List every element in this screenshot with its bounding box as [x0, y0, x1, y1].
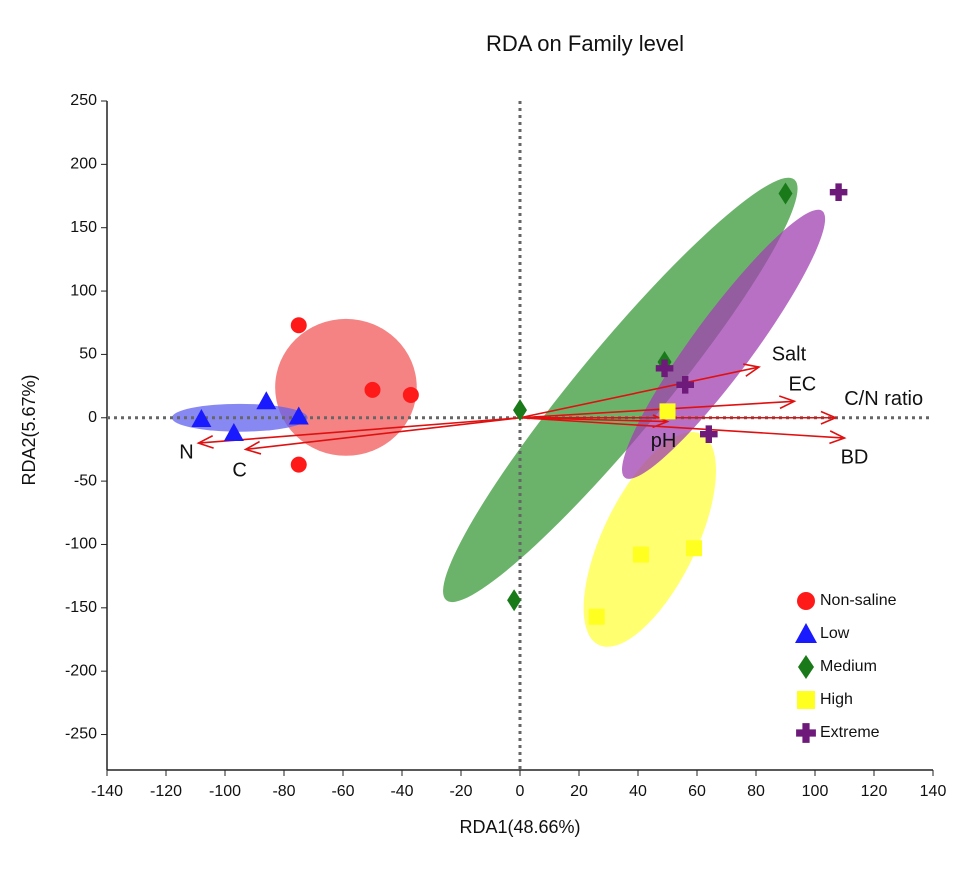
point: [700, 425, 718, 444]
point: [778, 182, 793, 205]
legend-marker: [798, 655, 814, 679]
vector-head: [243, 440, 262, 455]
point: [256, 391, 277, 410]
vector-label: EC: [788, 374, 816, 396]
point: [223, 422, 244, 441]
point: [686, 540, 703, 557]
confidence-ellipse: [443, 177, 798, 603]
x-tick-label: 0: [516, 783, 525, 800]
x-axis-label: RDA1(48.66%): [459, 817, 580, 837]
x-tick-label: 100: [802, 783, 829, 800]
vector-label: pH: [651, 430, 677, 452]
vector-head: [829, 430, 847, 445]
vector-head: [778, 395, 797, 410]
x-tick-label: -80: [272, 783, 295, 800]
vector-head: [820, 410, 838, 425]
x-tick-label: 80: [747, 783, 765, 800]
point: [632, 546, 649, 563]
point: [290, 456, 307, 473]
vector-label: C: [232, 460, 246, 482]
y-tick-label: -250: [65, 726, 97, 743]
vector-head: [652, 414, 670, 429]
vector-label: Salt: [772, 343, 807, 365]
point: [364, 381, 381, 398]
x-tick-label: -140: [91, 783, 123, 800]
y-axis-label: RDA2(5.67%): [19, 374, 39, 485]
vector: [519, 400, 795, 419]
y-tick-label: -150: [65, 599, 97, 616]
y-tick-label: 250: [70, 92, 97, 109]
vector-label: BD: [841, 446, 869, 468]
x-tick-label: 20: [570, 783, 588, 800]
vector-label: N: [179, 441, 193, 463]
point: [507, 589, 522, 612]
point: [655, 359, 674, 378]
legend-label: Extreme: [820, 724, 880, 741]
ellipse-layer: [171, 177, 826, 647]
vector-head: [743, 363, 761, 377]
legend-label: Medium: [820, 658, 877, 675]
vector: [519, 416, 668, 423]
legend-marker: [795, 623, 817, 643]
x-tick-label: 60: [688, 783, 706, 800]
chart-title: RDA on Family level: [486, 31, 684, 56]
x-tick-label: 40: [629, 783, 647, 800]
point: [290, 317, 307, 334]
legend-label: Low: [820, 625, 850, 642]
legend-marker: [796, 723, 816, 743]
point: [588, 608, 605, 625]
vector: [519, 366, 760, 419]
y-tick-label: 50: [79, 346, 97, 363]
legend-label: High: [820, 691, 853, 708]
legend-label: Non-saline: [820, 592, 897, 609]
y-tick-label: 0: [88, 409, 97, 426]
y-tick-label: 150: [70, 219, 97, 236]
x-tick-label: -100: [209, 783, 241, 800]
x-tick-label: -40: [390, 783, 413, 800]
point: [513, 399, 527, 422]
point: [191, 409, 212, 428]
point: [288, 406, 309, 425]
legend-marker: [797, 592, 815, 610]
x-tick-label: -120: [150, 783, 182, 800]
y-tick-label: 200: [70, 156, 97, 173]
vector: [519, 416, 845, 439]
x-tick-label: -20: [449, 783, 472, 800]
y-tick-label: -100: [65, 536, 97, 553]
x-tick-label: -60: [331, 783, 354, 800]
point: [402, 386, 419, 403]
x-tick-label: 140: [920, 783, 947, 800]
vector: [245, 416, 521, 451]
y-tick-label: 100: [70, 282, 97, 299]
vector-head: [196, 435, 214, 449]
vector-label: C/N ratio: [844, 388, 923, 410]
point: [676, 376, 694, 394]
y-tick-label: -200: [65, 662, 97, 679]
y-tick-label: -50: [74, 472, 97, 489]
confidence-ellipse: [583, 432, 716, 647]
legend-marker: [797, 691, 815, 709]
confidence-ellipse: [275, 318, 417, 456]
vector: [198, 416, 521, 444]
x-tick-label: 120: [861, 783, 888, 800]
point: [659, 403, 676, 420]
point: [829, 183, 848, 202]
